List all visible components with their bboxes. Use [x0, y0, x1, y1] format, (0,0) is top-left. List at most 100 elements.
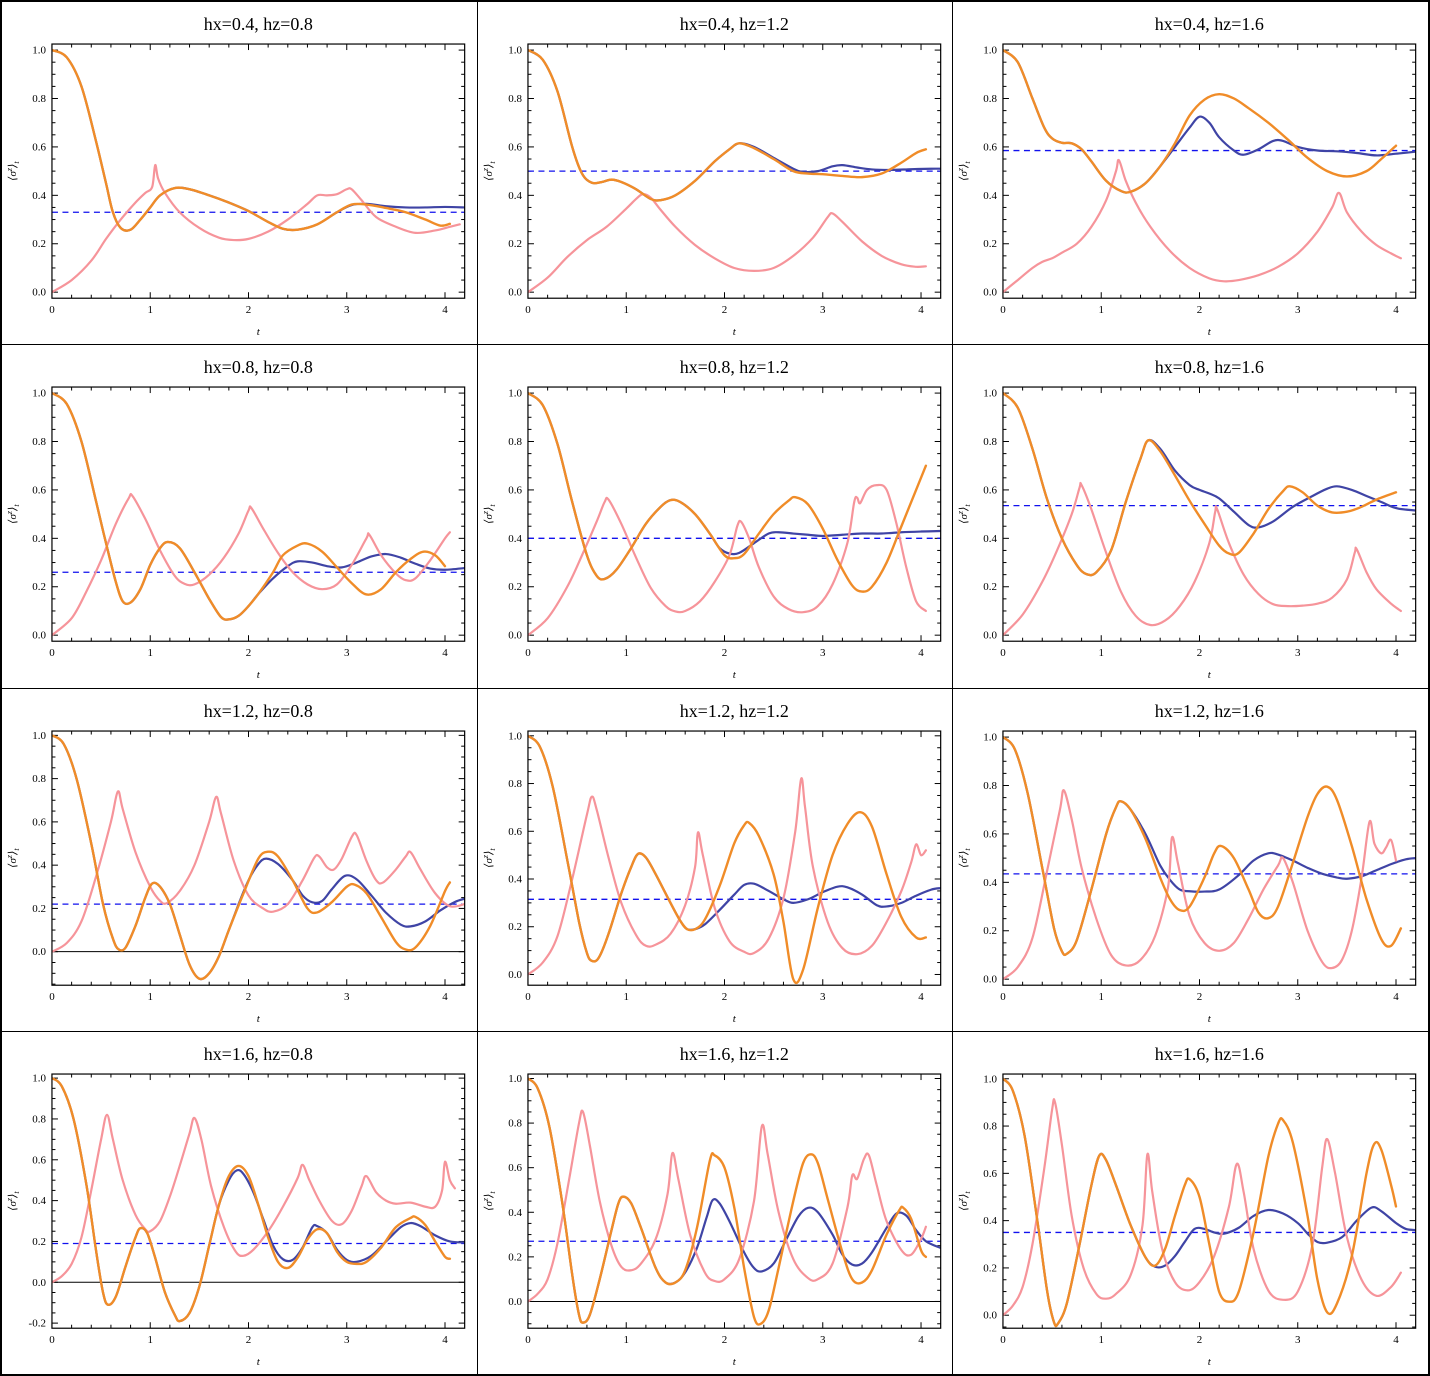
x-tick-label: 3: [820, 647, 826, 659]
plot-title: hx=0.8, hz=0.8: [204, 357, 313, 377]
y-tick-label: 0.2: [984, 581, 998, 593]
plot-canvas: 0 1 2 3 4 0.0 0.2 0.4 0.6 0.8 1.0 hx=0.8, hz=1.2 t ⟨σ…: [481, 357, 941, 681]
curve-pink: [1003, 1097, 1403, 1317]
x-tick-label: 2: [721, 647, 726, 659]
plot-canvas: 0 1 2 3 4 0.0 0.2 0.4 0.6 0.8 1.0 hx=1.6, hz=1.2 t ⟨σ…: [481, 1044, 941, 1368]
x-axis-label: t: [1208, 1356, 1212, 1368]
x-axis-label: t: [257, 1356, 261, 1368]
curve-pink: [527, 484, 927, 637]
x-tick-label: 0: [525, 991, 531, 1003]
y-axis-label: ⟨σz⟩t: [481, 504, 497, 524]
x-tick-label: 1: [147, 1334, 152, 1346]
y-axis-label: ⟨σz⟩t: [481, 847, 497, 867]
x-tick-label: 4: [918, 1334, 924, 1346]
y-tick-label: 1.0: [32, 388, 46, 400]
x-tick-label: 0: [1001, 304, 1007, 316]
x-axis-label: t: [257, 1013, 261, 1025]
tick-marks: [1002, 1073, 1416, 1328]
x-tick-label: 1: [623, 991, 628, 1003]
y-tick-label: 0.6: [508, 1162, 522, 1174]
y-tick-label: 0.2: [508, 581, 522, 593]
y-axis-label: ⟨σz⟩t: [956, 161, 972, 181]
y-tick-label: 0.0: [508, 630, 522, 642]
x-tick-label: 2: [1197, 991, 1202, 1003]
x-tick-label: 0: [1001, 647, 1007, 659]
x-tick-label: 4: [1394, 647, 1400, 659]
y-tick-label: 0.6: [32, 485, 46, 497]
x-axis-label: t: [257, 669, 261, 681]
y-tick-label: 0.0: [32, 946, 46, 958]
y-tick-label: 0.8: [32, 436, 46, 448]
y-tick-label: 0.2: [32, 902, 46, 914]
y-tick-label: 0.0: [984, 287, 998, 299]
y-tick-label: 0.2: [508, 1251, 522, 1263]
y-tick-label: 0.2: [984, 925, 998, 937]
y-tick-label: 1.0: [508, 1073, 522, 1085]
y-tick-label: 0.8: [984, 93, 998, 105]
y-axis-label: ⟨σz⟩t: [5, 161, 21, 181]
tick-marks: [527, 387, 941, 642]
x-axis-label: t: [257, 326, 261, 338]
plot-title: hx=1.2, hz=0.8: [204, 701, 313, 721]
curves-group: [527, 734, 941, 984]
y-tick-label: 0.6: [984, 1168, 998, 1180]
plot-canvas: 0 1 2 3 4 0.0 0.2 0.4 0.6 0.8 1.0 hx=1.2, hz=1.2 t ⟨σ…: [481, 701, 941, 1025]
subplot-hx1.6-hz0.8: 0 1 2 3 4 -0.2 0.0 0.2 0.4 0.6 0.8 1.0 hx=1.6, hz=0.…: [2, 1031, 477, 1374]
y-tick-label: 0.2: [508, 921, 522, 933]
y-tick-label: 0.4: [508, 1207, 522, 1219]
y-tick-label: 0.0: [508, 287, 522, 299]
y-tick-label: 1.0: [984, 731, 998, 743]
y-tick-label: 0.2: [32, 238, 46, 250]
x-tick-label: 2: [1197, 1334, 1202, 1346]
curves-group: [51, 392, 465, 637]
subplot-hx0.8-hz1.6: 0 1 2 3 4 0.0 0.2 0.4 0.6 0.8 1.0 hx=0.8, hz=1.6 t ⟨σ…: [953, 345, 1428, 688]
curves-group: [1003, 48, 1416, 294]
x-axis-label: t: [732, 1013, 736, 1025]
y-tick-label: 0.8: [32, 1113, 46, 1125]
y-axis-label: ⟨σz⟩t: [5, 1190, 21, 1210]
subplot-hx1.2-hz1.6: 0 1 2 3 4 0.0 0.2 0.4 0.6 0.8 1.0 hx=1.2, hz=1.6 t ⟨σ…: [953, 688, 1428, 1031]
x-tick-label: 3: [344, 1334, 350, 1346]
plot-frame: [51, 386, 466, 643]
x-tick-label: 1: [147, 991, 152, 1003]
y-tick-label: 0.8: [508, 93, 522, 105]
curve-orange: [1003, 1077, 1398, 1328]
curve-orange: [527, 48, 927, 202]
x-tick-label: 3: [344, 991, 350, 1003]
x-axis-label: t: [732, 326, 736, 338]
x-tick-label: 4: [918, 647, 924, 659]
x-tick-label: 1: [1099, 1334, 1104, 1346]
plot-canvas: 0 1 2 3 4 0.0 0.2 0.4 0.6 0.8 1.0 hx=0.8, hz=1.6 t ⟨σ…: [956, 357, 1417, 681]
y-tick-label: 0.2: [984, 238, 998, 250]
subplot-hx1.6-hz1.6: 0 1 2 3 4 0.0 0.2 0.4 0.6 0.8 1.0 hx=1.6, hz=1.6 t ⟨σ…: [953, 1031, 1428, 1374]
plot-frame: [51, 729, 466, 986]
plot-canvas: 0 1 2 3 4 0.0 0.2 0.4 0.6 0.8 1.0 hx=0.4, hz=1.6 t ⟨σ…: [956, 14, 1417, 338]
curve-orange: [1003, 48, 1398, 194]
y-tick-label: 0.0: [984, 630, 998, 642]
x-tick-label: 3: [344, 304, 350, 316]
curve-pink: [527, 776, 927, 976]
curve-orange: [527, 734, 927, 984]
plot-frame: [527, 386, 941, 643]
y-tick-label: 0.6: [508, 825, 522, 837]
x-tick-label: 2: [721, 1334, 726, 1346]
x-axis-label: t: [1208, 669, 1212, 681]
y-tick-label: 0.4: [984, 876, 998, 888]
y-tick-label: 0.4: [984, 190, 998, 202]
y-tick-label: 0.2: [508, 238, 522, 250]
plot-canvas: 0 1 2 3 4 0.0 0.2 0.4 0.6 0.8 1.0 hx=0.8, hz=0.8 t ⟨σ…: [5, 357, 466, 681]
x-tick-label: 0: [1001, 991, 1007, 1003]
x-tick-label: 0: [49, 991, 55, 1003]
y-tick-label: 0.4: [508, 533, 522, 545]
y-tick-label: 0.6: [508, 141, 522, 153]
x-tick-label: 0: [525, 647, 531, 659]
x-tick-label: 2: [246, 1334, 251, 1346]
y-tick-label: 0.8: [984, 436, 998, 448]
x-tick-label: 4: [442, 991, 448, 1003]
y-tick-label: 0.8: [508, 1117, 522, 1129]
plot-title: hx=1.2, hz=1.6: [1155, 701, 1264, 721]
y-tick-label: 0.2: [984, 1262, 998, 1274]
x-tick-label: 1: [623, 304, 628, 316]
curve-blue: [1003, 48, 1416, 194]
y-axis-label: ⟨σz⟩t: [481, 161, 497, 181]
